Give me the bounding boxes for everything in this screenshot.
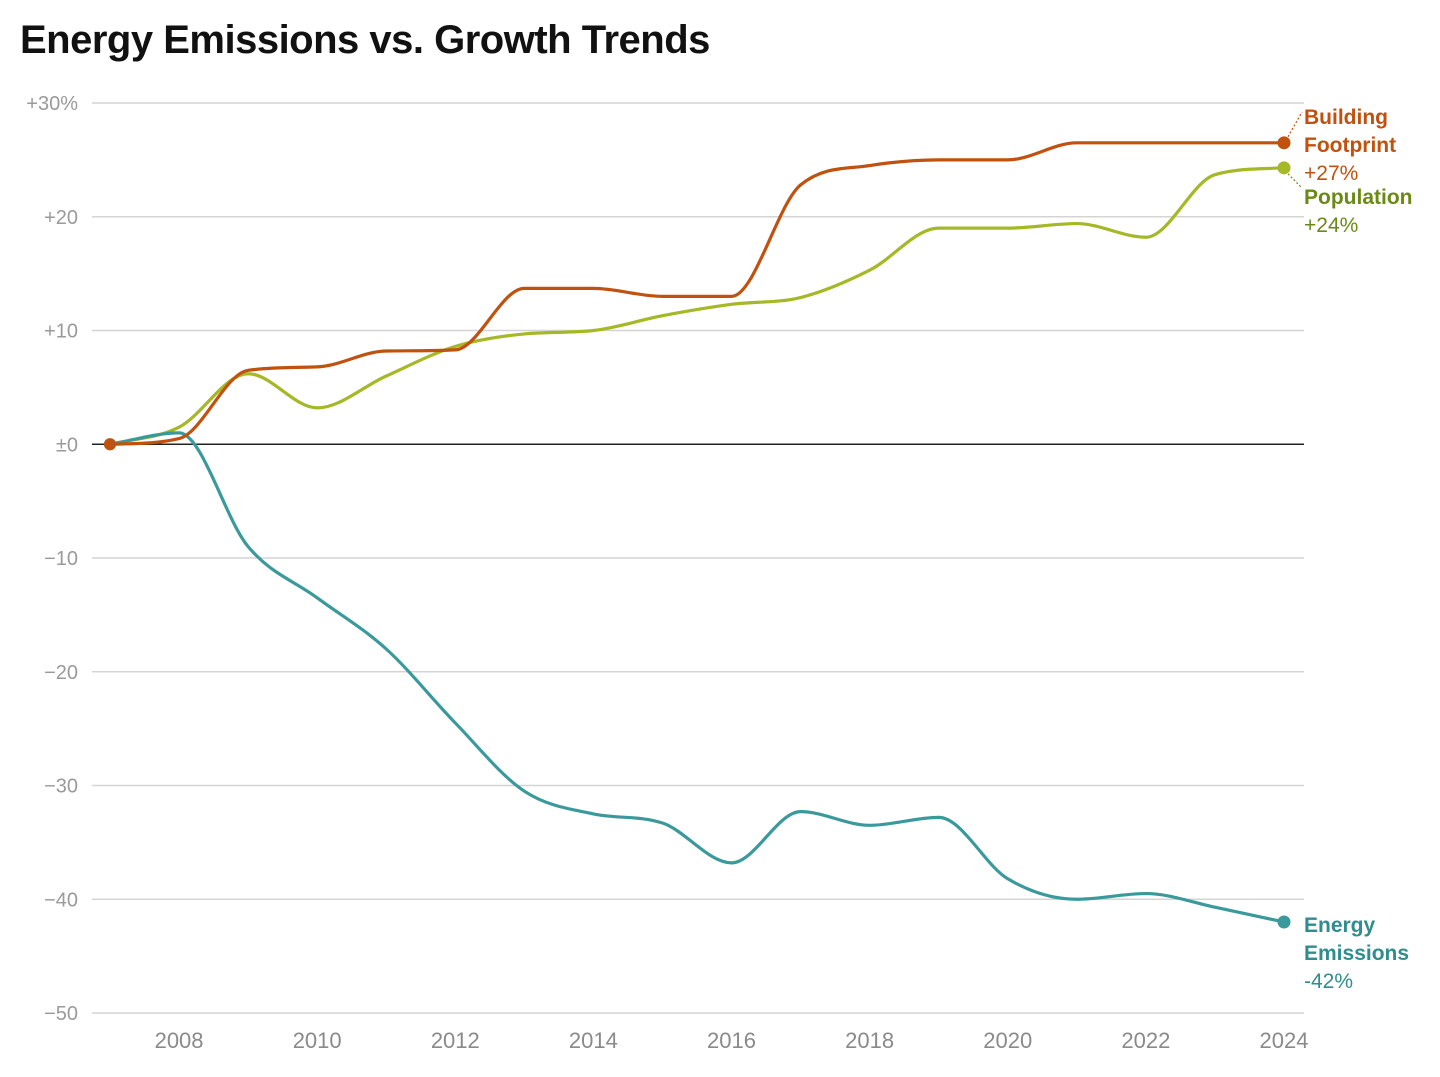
chart-title: Energy Emissions vs. Growth Trends	[20, 18, 710, 62]
population-value-label: +24%	[1304, 214, 1358, 237]
building-footprint-end-point	[1277, 136, 1291, 150]
x-tick-label: 2014	[569, 1028, 618, 1053]
x-tick-label: 2020	[983, 1028, 1032, 1053]
gridlines	[92, 102, 1304, 1014]
population-line	[108, 166, 1286, 446]
x-tick-label: 2016	[707, 1028, 756, 1053]
y-tick-label: −50	[44, 1003, 78, 1025]
x-tick-label: 2012	[431, 1028, 480, 1053]
y-axis-ticks: +30% +20 +10 ±0 −10 −20 −30 −40 −50	[26, 93, 78, 1025]
y-tick-label: −20	[44, 662, 78, 684]
building-footprint-label-leader	[1287, 111, 1303, 138]
series-end-labels: Building Footprint +27%Population +24% Energ…	[1287, 106, 1413, 993]
y-tick-label: −30	[44, 776, 78, 798]
building-footprint-value-label: +27%	[1304, 162, 1358, 185]
population-end-point	[1277, 161, 1291, 175]
y-tick-label: −40	[44, 889, 78, 911]
energy-emissions-label: Energy	[1304, 914, 1376, 937]
building-footprint-label: Building	[1304, 106, 1388, 129]
population-label: Population	[1304, 186, 1413, 209]
x-tick-label: 2010	[293, 1028, 342, 1053]
series-lines	[104, 136, 1291, 929]
building-footprint-start-point	[104, 438, 116, 451]
y-tick-label: −10	[44, 548, 78, 570]
y-tick-label: ±0	[56, 434, 78, 456]
y-tick-label: +20	[44, 207, 78, 229]
y-tick-label: +30%	[26, 93, 78, 115]
x-axis-ticks: 2008 2010 2012 2014 2016 2018 2020 2022 2024	[155, 1028, 1309, 1053]
x-tick-label: 2018	[845, 1028, 894, 1053]
building-footprint-label: Footprint	[1304, 134, 1396, 157]
population-label-leader	[1287, 173, 1303, 189]
energy-emissions-label: Emissions	[1304, 942, 1409, 965]
energy-emissions-value-label: -42%	[1304, 970, 1353, 993]
x-tick-label: 2024	[1260, 1028, 1309, 1053]
y-tick-label: +10	[44, 321, 78, 343]
x-tick-label: 2022	[1121, 1028, 1170, 1053]
energy-emissions-end-point	[1277, 915, 1291, 929]
x-tick-label: 2008	[155, 1028, 204, 1053]
building-footprint-line	[108, 141, 1286, 446]
energy-emissions-line	[108, 431, 1286, 924]
